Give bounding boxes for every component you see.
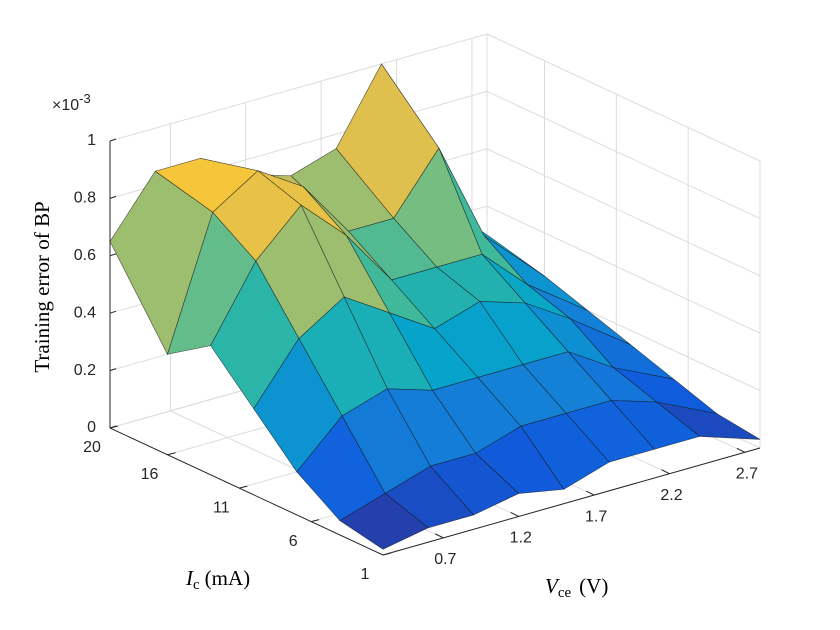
x-tick (435, 533, 444, 539)
x-tick-label: 2.2 (660, 487, 682, 504)
z-exponent: ×10-3 (52, 91, 91, 114)
y-tick-label: 6 (289, 533, 298, 550)
y-axis-label: Ic (mA) (185, 566, 250, 594)
y-tick (239, 485, 248, 489)
z-tick-label: 0 (87, 419, 96, 436)
x-label-subscript: ce (558, 585, 572, 601)
z-grid-line (486, 90, 761, 219)
z-tick-label: 0.6 (74, 247, 96, 264)
x-tick (661, 469, 670, 475)
y-tick (311, 519, 320, 523)
z-tick-label: 1 (87, 132, 96, 149)
z-tick (109, 253, 117, 257)
x-label-unit: (V) (579, 574, 608, 598)
y-tick (382, 552, 392, 556)
z-tick (109, 195, 117, 199)
y-tick-label: 1 (361, 566, 370, 583)
y-tick-label: 11 (213, 499, 230, 516)
y-tick (109, 425, 119, 429)
z-grid-line (109, 33, 488, 142)
x-tick-label: 2.7 (736, 465, 758, 482)
z-tick-label: 0.4 (74, 304, 96, 321)
y-tick (167, 452, 176, 456)
y-tick-label: 20 (83, 439, 101, 456)
y-tick-label: 16 (141, 466, 159, 483)
z-grid-line (486, 148, 761, 277)
exponent-power: -3 (79, 91, 91, 106)
y-axis (109, 427, 384, 556)
x-label-symbol: V (545, 574, 560, 598)
x-tick-label: 1.7 (585, 508, 607, 525)
x-axis-label: Vce (V) (545, 574, 608, 602)
x-tick (736, 447, 746, 453)
x-tick (585, 490, 595, 496)
x-tick-label: 0.7 (434, 551, 456, 568)
y-label-unit: (mA) (205, 566, 251, 590)
z-axis-label: Training error of BP (30, 201, 54, 372)
exponent-base: ×10 (52, 97, 79, 114)
x-axis (382, 447, 761, 556)
z-tick (109, 310, 117, 314)
surface-patch (339, 493, 429, 550)
x-tick-label: 1.2 (510, 530, 532, 547)
z-tick (109, 138, 117, 142)
z-grid-line (486, 205, 761, 334)
z-grid-line (486, 33, 761, 162)
z-tick (109, 368, 117, 372)
z-tick-label: 0.8 (74, 190, 96, 207)
x-tick (510, 512, 519, 517)
z-tick-label: 0.2 (74, 362, 96, 379)
y-label-symbol: I (185, 566, 194, 590)
y-label-subscript: c (193, 577, 200, 593)
